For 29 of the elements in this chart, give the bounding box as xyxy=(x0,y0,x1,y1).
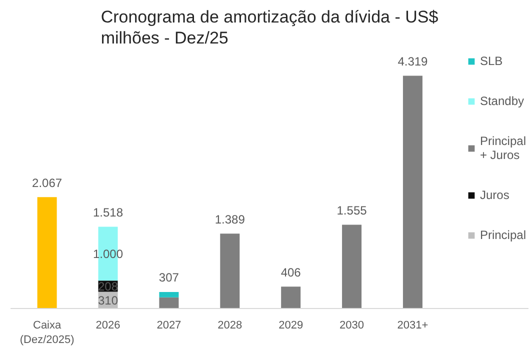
bar xyxy=(281,286,301,308)
x-tick-label: 2029 xyxy=(278,320,304,332)
legend-label: SLB xyxy=(480,54,503,68)
x-tick-label: 2028 xyxy=(218,320,242,332)
bar xyxy=(342,224,362,308)
legend-label: Standby xyxy=(480,94,524,108)
total-label: 4.319 xyxy=(398,54,428,69)
legend-label: Principal xyxy=(480,228,526,242)
chart-title: Cronograma de amortização da dívida - US$ milhões - Dez/25 xyxy=(100,8,439,48)
x-tick-label: 2031+ xyxy=(397,320,428,332)
x-tick-label: Caixa (Dez/2025) xyxy=(20,320,74,346)
x-tick-label: 2026 xyxy=(96,320,120,332)
bar xyxy=(159,297,179,308)
x-tick-label: 2027 xyxy=(156,320,182,332)
data-label: 208 xyxy=(98,280,118,294)
total-label: 406 xyxy=(280,265,302,280)
total-label: 1.389 xyxy=(214,212,246,226)
bar xyxy=(220,234,240,308)
x-tick-label: 2030 xyxy=(340,320,364,332)
legend-label: Juros xyxy=(480,188,510,202)
total-label: 307 xyxy=(158,270,180,285)
total-label: 1.518 xyxy=(92,205,124,220)
data-label: 310 xyxy=(98,294,118,308)
bar xyxy=(402,76,422,308)
bar xyxy=(159,292,179,298)
legend-label: Principal + Juros xyxy=(480,134,526,162)
bar xyxy=(37,197,57,308)
total-label: 1.555 xyxy=(336,203,368,218)
total-label: 2.067 xyxy=(32,176,62,190)
